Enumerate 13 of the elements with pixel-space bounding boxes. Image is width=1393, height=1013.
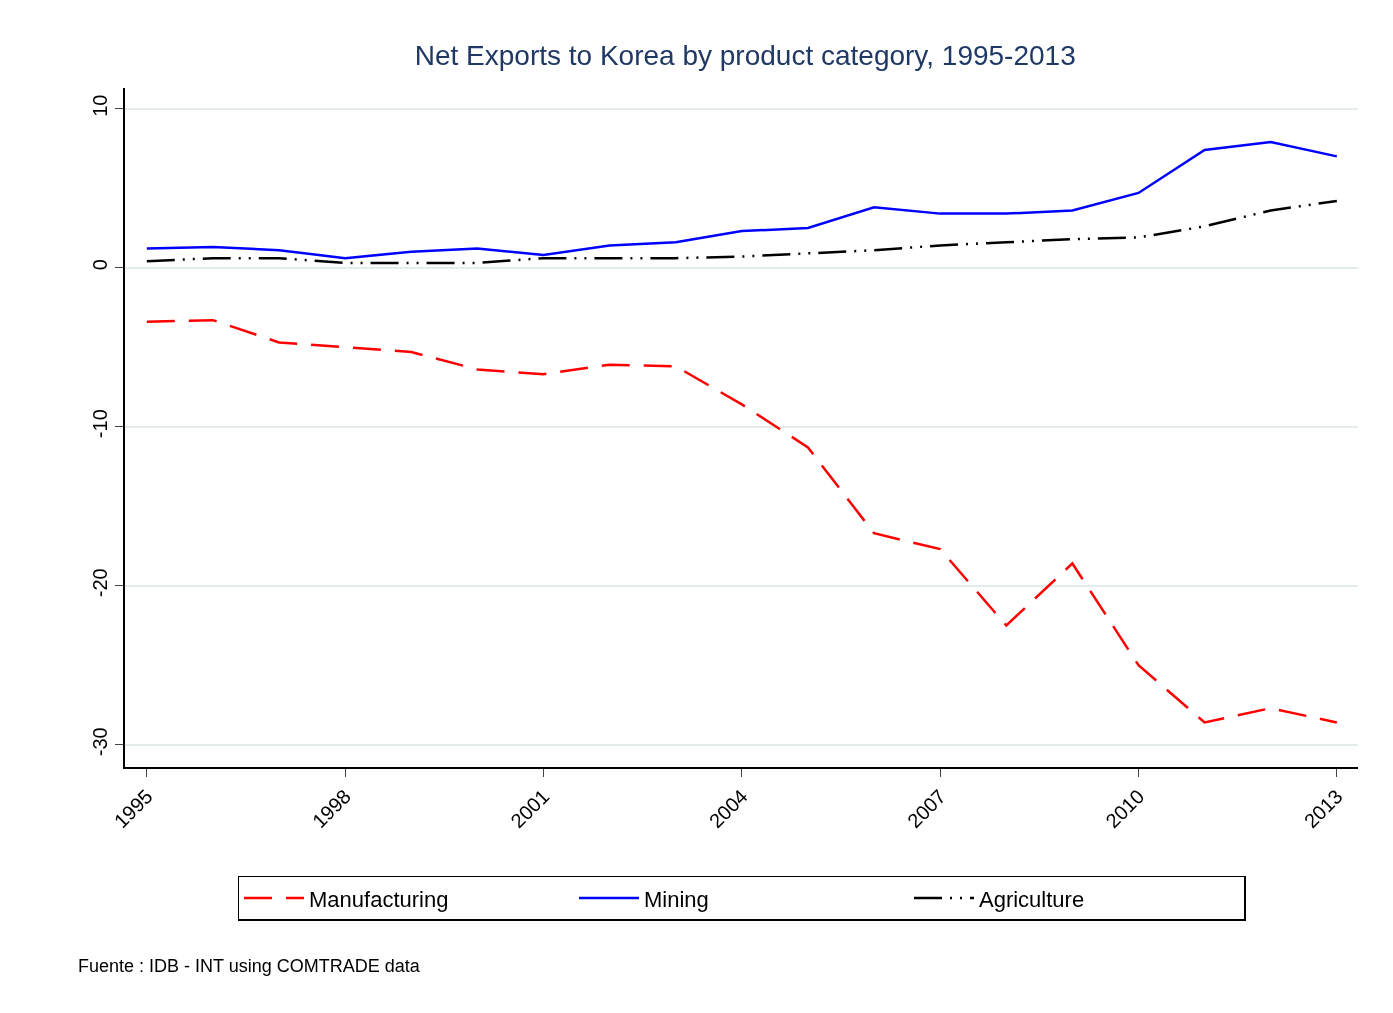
legend-label: Manufacturing bbox=[309, 886, 449, 912]
y-tick-label: -10 bbox=[89, 409, 112, 439]
y-tick-label: 10 bbox=[89, 94, 112, 117]
y-tick-label: 0 bbox=[89, 259, 112, 271]
legend-label: Mining bbox=[644, 886, 709, 912]
chart-title: Net Exports to Korea by product category, 1995-2013 bbox=[414, 40, 1076, 72]
line-series bbox=[145, 140, 1339, 260]
legend-label: Agriculture bbox=[979, 886, 1085, 912]
line-series bbox=[145, 318, 1339, 724]
y-tick-label: -20 bbox=[89, 568, 112, 598]
source-note: Fuente : IDB - INT using COMTRADE data bbox=[78, 956, 421, 976]
y-tick-label: -30 bbox=[89, 727, 112, 757]
line-series bbox=[145, 199, 1339, 265]
